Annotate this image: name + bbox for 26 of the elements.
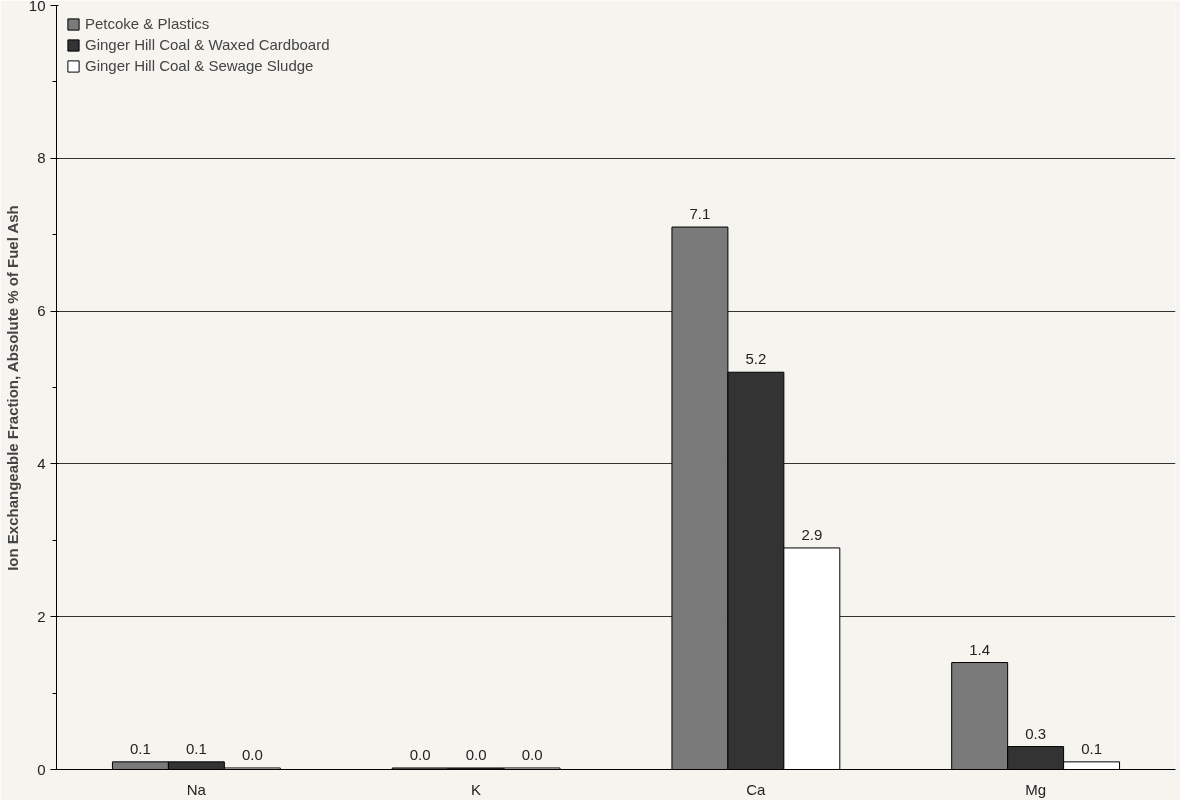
- data-label: 0.0: [465, 745, 487, 763]
- data-label: 0.0: [409, 745, 431, 763]
- y-tick-label: 10: [28, 0, 46, 14]
- y-axis-title: Ion Exchangeable Fraction, Absolute % of Fuel Ash: [3, 205, 21, 571]
- data-label: 0.3: [1025, 724, 1047, 742]
- data-label: 1.4: [969, 640, 991, 658]
- legend-label: Petcoke & Plastics: [85, 15, 210, 32]
- data-label: 7.1: [689, 205, 711, 223]
- y-tick-label: 2: [37, 607, 46, 625]
- y-tick-label: 4: [37, 454, 46, 472]
- x-tick-label: K: [471, 780, 482, 798]
- legend-label: Ginger Hill Coal & Waxed Cardboard: [85, 36, 330, 53]
- y-tick-label: 0: [37, 760, 46, 778]
- data-label: 5.2: [745, 350, 767, 368]
- legend-label: Ginger Hill Coal & Sewage Sludge: [85, 57, 314, 74]
- x-tick-label: Ca: [746, 780, 767, 798]
- y-tick-label: 8: [37, 149, 46, 167]
- data-label: 0.0: [521, 745, 543, 763]
- data-label: 0.1: [130, 739, 151, 757]
- x-tick-label: Mg: [1025, 780, 1047, 798]
- data-label: 2.9: [801, 525, 823, 543]
- y-tick-label: 6: [37, 302, 46, 320]
- data-label: 0.1: [1081, 739, 1103, 757]
- data-label: 0.1: [185, 739, 207, 757]
- x-tick-label: Na: [186, 780, 207, 798]
- data-label: 0.0: [241, 745, 263, 763]
